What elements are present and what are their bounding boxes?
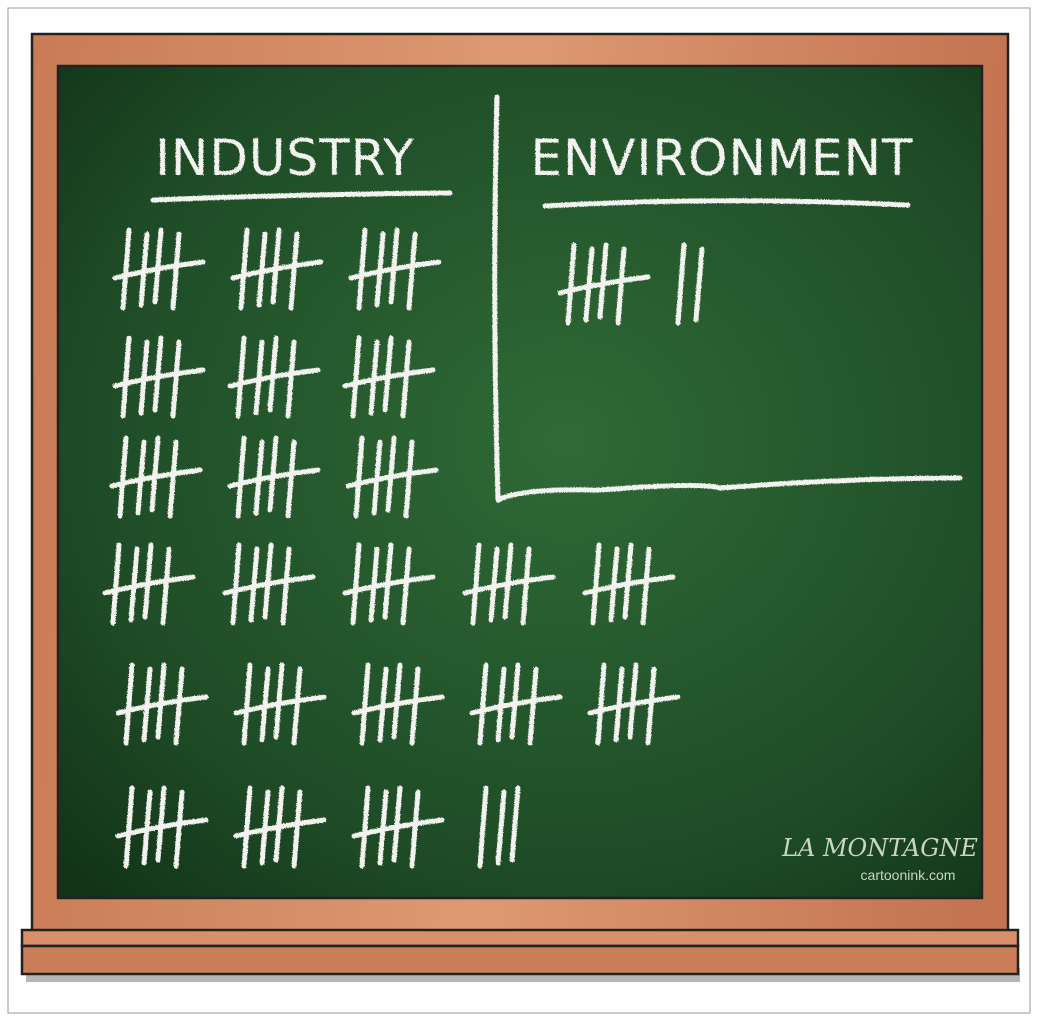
column-title: ENVIRONMENT bbox=[530, 129, 913, 187]
signature: LA MONTAGNE bbox=[781, 834, 978, 862]
ledge bbox=[22, 946, 1018, 974]
cartoon: INDUSTRY ENVIRONMENT LA MONTAGNE cartoon… bbox=[0, 0, 1038, 1021]
ledge-top bbox=[22, 930, 1018, 946]
credit: cartoonink.com bbox=[861, 867, 956, 883]
column-title: INDUSTRY bbox=[155, 129, 415, 187]
